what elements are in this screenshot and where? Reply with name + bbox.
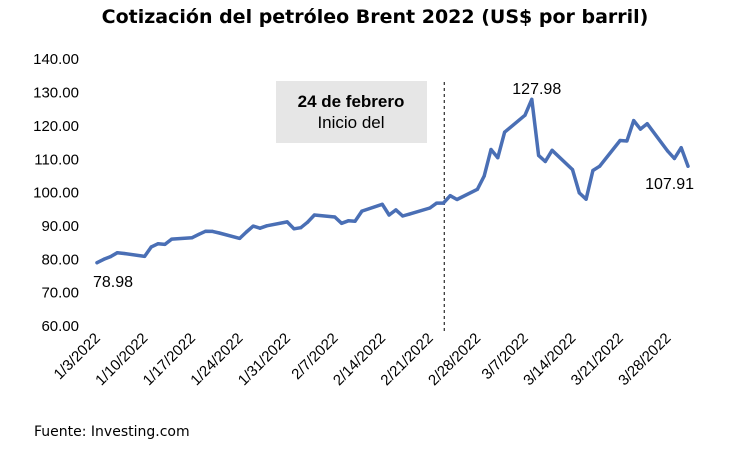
chart-title: Cotización del petróleo Brent 2022 (US$ …: [101, 6, 649, 28]
data-point: [190, 236, 194, 240]
data-point: [204, 229, 208, 233]
data-point: [380, 202, 384, 206]
brent-price-line: [95, 97, 690, 265]
y-tick-label: 120.00: [33, 118, 79, 135]
event-date-label: 24 de febrero: [298, 92, 405, 111]
data-point: [638, 127, 643, 131]
data-point: [265, 224, 269, 228]
data-point: [503, 130, 507, 134]
data-point: [122, 251, 126, 256]
data-point: [170, 237, 174, 241]
data-point: [360, 209, 364, 213]
data-point: [632, 119, 636, 123]
event-annotation-box: [276, 81, 427, 143]
data-point: [523, 113, 527, 117]
data-point: [109, 255, 113, 259]
data-point: [679, 146, 683, 150]
x-tick-label: 2/28/2022: [425, 330, 484, 389]
end-value-label: 107.91: [645, 176, 694, 193]
data-point: [482, 174, 486, 178]
data-point: [550, 148, 554, 152]
data-point: [306, 220, 310, 224]
data-point: [686, 164, 690, 168]
data-point: [672, 156, 677, 161]
data-point: [584, 197, 588, 201]
y-tick-label: 140.00: [33, 51, 79, 68]
x-tick-label: 1/31/2022: [235, 330, 294, 389]
data-point: [312, 213, 316, 217]
x-axis: 1/3/20221/10/20221/17/20221/24/20221/31/…: [51, 330, 675, 389]
data-point: [448, 194, 452, 198]
y-axis: 60.00 70.00 80.00 90.00 100.00 110.00 120.00 13…: [33, 51, 79, 335]
data-point: [197, 232, 201, 236]
y-tick-label: 70.00: [41, 285, 79, 302]
data-point: [340, 221, 344, 225]
y-tick-label: 90.00: [41, 218, 79, 235]
data-point: [530, 97, 534, 101]
data-point: [258, 226, 262, 230]
start-value-label: 78.98: [93, 274, 133, 291]
data-point: [489, 147, 493, 152]
data-point: [143, 254, 147, 258]
data-point: [238, 236, 242, 240]
data-point: [401, 214, 405, 218]
data-point: [407, 212, 412, 216]
x-tick-label: 3/28/2022: [615, 330, 674, 389]
data-point: [115, 251, 119, 255]
data-point: [625, 139, 629, 143]
data-point: [217, 231, 221, 235]
event-annotation: 24 de febrero Inicio del: [276, 81, 445, 334]
y-tick-label: 100.00: [33, 185, 79, 202]
data-point: [666, 149, 670, 153]
data-point: [251, 224, 255, 228]
data-point: [394, 208, 398, 212]
data-point: [299, 226, 303, 230]
data-point: [570, 168, 575, 172]
peak-value-label: 127.98: [512, 81, 561, 98]
data-point: [285, 220, 289, 224]
data-point: [577, 191, 581, 195]
data-point: [435, 201, 439, 205]
y-tick-label: 130.00: [33, 85, 79, 102]
y-tick-label: 60.00: [41, 318, 79, 335]
data-point: [598, 164, 602, 168]
data-point: [346, 219, 350, 223]
y-tick-label: 110.00: [34, 151, 79, 168]
data-point: [543, 159, 547, 164]
data-point: [156, 242, 160, 246]
data-point: [591, 168, 595, 173]
data-point: [244, 230, 248, 234]
data-point: [210, 229, 215, 233]
data-point: [102, 257, 106, 261]
data-point: [149, 245, 153, 249]
data-points: [95, 97, 690, 265]
source-note: Fuente: Investing.com: [34, 424, 190, 440]
data-point: [496, 156, 500, 160]
data-point: [537, 153, 541, 157]
data-point: [475, 187, 479, 191]
data-point: [292, 227, 296, 231]
event-description-label: Inicio del: [317, 113, 384, 132]
data-point: [353, 219, 357, 223]
data-point: [441, 201, 445, 205]
data-point: [455, 197, 459, 202]
data-point: [387, 213, 391, 217]
data-point: [333, 215, 337, 219]
data-point: [163, 242, 167, 246]
data-point: [428, 206, 432, 210]
data-point: [618, 138, 622, 143]
data-point: [95, 261, 99, 265]
data-point: [645, 122, 649, 126]
y-tick-label: 80.00: [41, 251, 79, 268]
